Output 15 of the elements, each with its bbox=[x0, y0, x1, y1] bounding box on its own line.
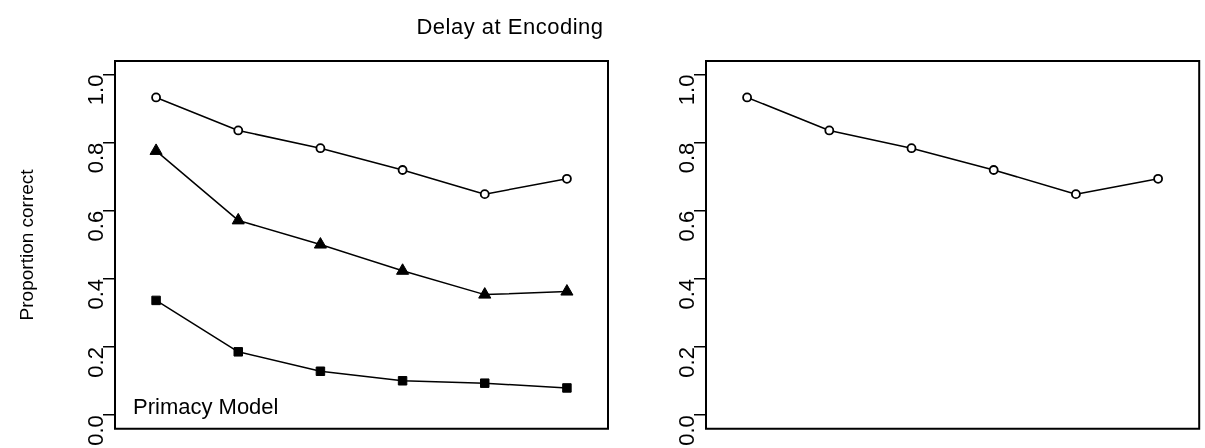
annotation: Primacy Model bbox=[133, 393, 279, 419]
y-axis-title: Proportion correct bbox=[15, 168, 37, 321]
y-tick-label: 0.8 bbox=[674, 142, 700, 174]
y-tick-label: 0.4 bbox=[674, 278, 700, 310]
y-tick-label: 0.8 bbox=[83, 142, 109, 174]
y-tick-label: 0.0 bbox=[83, 415, 109, 446]
y-tick-label: 0.2 bbox=[674, 347, 700, 378]
y-tick-label: 0.6 bbox=[674, 210, 700, 242]
chart-title: Delay at Encoding bbox=[415, 14, 605, 40]
y-tick-label: 0.0 bbox=[674, 415, 700, 446]
y-tick-label: 1.0 bbox=[83, 74, 109, 106]
y-tick-label: 1.0 bbox=[674, 74, 700, 106]
y-tick-label: 0.6 bbox=[83, 210, 109, 242]
y-tick-label: 0.2 bbox=[83, 347, 109, 378]
y-tick-label: 0.4 bbox=[83, 278, 109, 310]
